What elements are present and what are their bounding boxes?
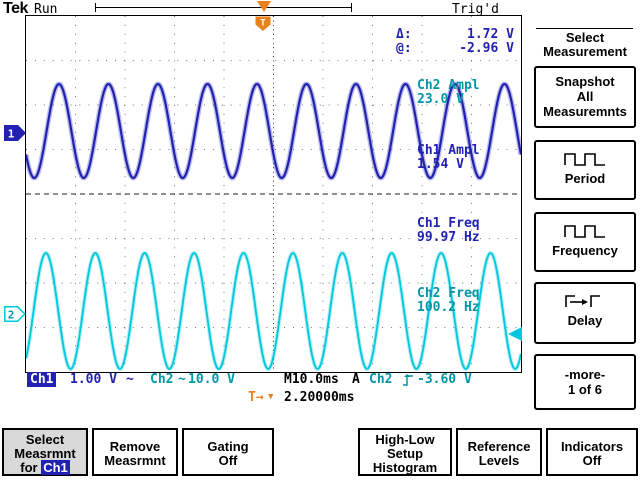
- cursor-readout: Δ: 1.72 V @: -2.96 V: [396, 28, 514, 56]
- channel-status-bar: Ch1 1.00 V ~ Ch2 ~ 10.0 V M10.0ms A Ch2 …: [0, 371, 530, 388]
- ch1-ground-marker: 1: [4, 125, 26, 141]
- trigger-position-bar: T→ ▼ 2.20000ms: [0, 389, 530, 406]
- trigger-status: Trig'd: [452, 2, 499, 17]
- measurement-label: Ch1 Ampl: [417, 143, 480, 158]
- menu-line: Indicators: [560, 439, 624, 454]
- ch1-marker-label: 1: [8, 128, 15, 141]
- menu-line: Off: [582, 453, 602, 468]
- trigger-time-flag-icon: T: [255, 16, 271, 32]
- ch1-waveform: [26, 82, 521, 180]
- trigger-position-value: 2.20000ms: [284, 390, 355, 405]
- ch1-badge: Ch1: [27, 372, 57, 387]
- record-view-tick-left: [95, 3, 96, 12]
- ch1-chip: Ch1: [41, 460, 70, 475]
- ch2-coupling-icon: ~: [178, 372, 186, 387]
- delta-label: Δ:: [396, 27, 412, 42]
- side-menu-title: Select Measurement: [530, 31, 640, 59]
- tek-logo: Tek: [3, 0, 28, 17]
- ch1-scale: 1.00 V: [70, 372, 117, 387]
- menu-line: Histogram: [372, 460, 438, 475]
- menu-line: All: [576, 89, 594, 104]
- menu-indicators-off[interactable]: Indicators Off: [546, 428, 638, 476]
- waveform-display: [26, 16, 521, 372]
- menu-line: Off: [218, 453, 238, 468]
- menu-remove-measurement[interactable]: Remove Measrmnt: [92, 428, 178, 476]
- measurement-value: 100.2 Hz: [417, 300, 480, 315]
- measurement-label: Ch2 Freq: [417, 286, 480, 301]
- menu-line: High-Low: [375, 432, 435, 447]
- trigger-position-marker-icon: ▼: [268, 392, 274, 402]
- at-value: -2.96 V: [459, 41, 514, 56]
- menu-page-indicator: 1 of 6: [568, 382, 602, 397]
- menu-high-low-setup-histogram[interactable]: High-Low Setup Histogram: [358, 428, 452, 476]
- menu-delay[interactable]: Delay: [534, 282, 636, 344]
- side-menu-title-line1: Select: [565, 30, 605, 45]
- measurement-value: 23.0 V: [417, 92, 464, 107]
- ch2-marker-label: 2: [8, 309, 15, 322]
- menu-line: Measrmnt: [104, 453, 166, 468]
- menu-snapshot-all-measurements[interactable]: Snapshot All Measuremnts: [534, 66, 636, 128]
- menu-line: Measuremnts: [543, 104, 627, 119]
- graticule: [25, 15, 522, 373]
- period-icon: [564, 153, 605, 166]
- menu-frequency[interactable]: Frequency: [534, 212, 636, 272]
- measurement-value: 99.97 Hz: [417, 230, 480, 245]
- measurement-ch1-freq: Ch1 Freq 99.97 Hz: [417, 217, 521, 245]
- menu-line: for Ch1: [4, 460, 86, 475]
- menu-gating-off[interactable]: Gating Off: [182, 428, 274, 476]
- record-view-bar: [95, 7, 352, 8]
- measurement-ch2-ampl: Ch2 Ampl 23.0 V: [417, 79, 521, 107]
- menu-label: Period: [564, 171, 606, 186]
- measurement-value: 1.54 V: [417, 157, 464, 172]
- menu-line: Remove: [109, 439, 161, 454]
- menu-line: Select: [25, 432, 65, 447]
- side-menu-title-line2: Measurement: [543, 44, 627, 59]
- menu-line-prefix: for: [20, 460, 38, 475]
- at-label: @:: [396, 41, 412, 56]
- delay-icon: [565, 295, 600, 307]
- trigger-source: Ch2: [369, 372, 393, 387]
- menu-line: Reference: [467, 439, 531, 454]
- grid-lines: [26, 16, 521, 372]
- measurement-ch2-freq: Ch2 Freq 100.2 Hz: [417, 287, 521, 315]
- menu-line: Levels: [478, 453, 520, 468]
- acquisition-status: Run: [34, 2, 58, 17]
- menu-line: Measrmnt: [14, 446, 76, 461]
- side-menu-divider: [536, 28, 633, 29]
- trigger-position-icon: T→: [248, 390, 264, 405]
- menu-line: Setup: [386, 446, 424, 461]
- trigger-flag-label: T: [260, 19, 266, 29]
- menu-more-pager[interactable]: -more- 1 of 6: [534, 354, 636, 410]
- menu-period[interactable]: Period: [534, 140, 636, 200]
- delta-value: 1.72 V: [467, 27, 514, 42]
- timebase-readout: M10.0ms: [284, 372, 339, 387]
- acquisition-flag: A: [352, 372, 360, 387]
- measurement-ch1-ampl: Ch1 Ampl 1.54 V: [417, 144, 521, 172]
- measurement-label: Ch2 Ampl: [417, 78, 480, 93]
- ch2-scale: 10.0 V: [188, 372, 235, 387]
- ch2-label: Ch2: [150, 372, 174, 387]
- ch2-ground-marker: 2: [4, 306, 26, 322]
- record-view-tick-right: [351, 3, 352, 12]
- menu-select-measurement-for-ch1[interactable]: Select Measrmnt for Ch1: [2, 428, 88, 476]
- menu-label: Frequency: [552, 243, 618, 258]
- menu-reference-levels[interactable]: Reference Levels: [456, 428, 542, 476]
- trigger-position-arrow-icon: [257, 1, 271, 12]
- rising-edge-icon: [403, 374, 413, 386]
- menu-label: Delay: [567, 313, 603, 328]
- menu-line: -more-: [564, 367, 606, 382]
- ch1-coupling-icon: ~: [126, 372, 134, 387]
- trigger-level-arrow-icon: [507, 327, 522, 341]
- ch2-waveform: [26, 251, 521, 371]
- trigger-level-readout: -3.60 V: [417, 372, 472, 387]
- menu-line: Gating: [207, 439, 249, 454]
- menu-line: Snapshot: [555, 74, 615, 89]
- measurement-label: Ch1 Freq: [417, 216, 480, 231]
- frequency-icon: [564, 225, 605, 238]
